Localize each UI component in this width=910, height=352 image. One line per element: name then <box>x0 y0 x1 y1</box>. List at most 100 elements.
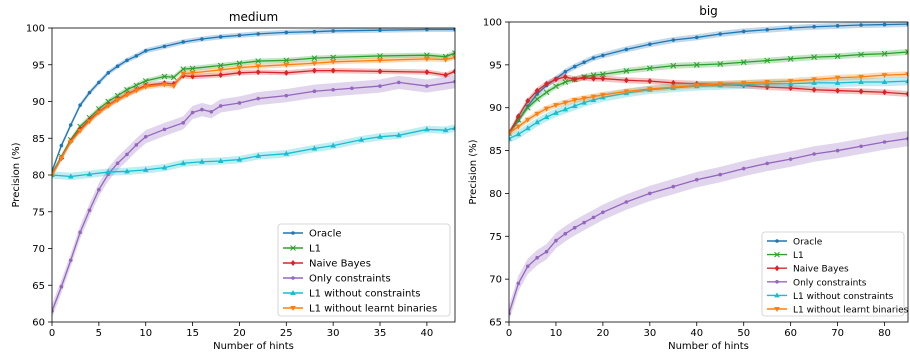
y-tick-label: 70 <box>32 244 45 255</box>
data-point <box>534 87 540 94</box>
legend-marker <box>290 306 296 311</box>
data-point <box>142 78 149 84</box>
series-l1-without-learnt-binaries <box>509 71 908 137</box>
data-point <box>350 86 354 91</box>
data-point <box>581 74 587 81</box>
data-point <box>311 61 318 67</box>
series-only-constraints <box>509 130 908 322</box>
series-only-constraints <box>52 75 455 318</box>
x-tick-label: 35 <box>374 328 387 339</box>
data-point <box>859 144 863 149</box>
data-point <box>554 238 558 243</box>
data-point <box>534 111 540 117</box>
data-point <box>284 93 289 98</box>
data-point <box>881 73 888 79</box>
x-tick-label: 0 <box>49 328 55 339</box>
data-point <box>858 79 864 84</box>
data-point <box>200 107 204 112</box>
data-point <box>330 54 337 61</box>
data-point <box>572 225 577 230</box>
data-point <box>124 86 130 93</box>
data-point <box>563 69 568 74</box>
data-point <box>581 99 587 105</box>
data-point <box>425 28 429 32</box>
data-point <box>858 88 864 95</box>
data-point <box>811 86 817 93</box>
data-point <box>515 124 522 130</box>
data-point <box>125 152 129 157</box>
series-oracle <box>509 22 908 137</box>
data-point <box>283 62 290 68</box>
y-tick-label: 95 <box>32 60 45 71</box>
data-point <box>283 150 290 156</box>
data-point <box>255 58 262 64</box>
data-point <box>623 77 629 84</box>
data-point <box>143 48 148 53</box>
data-point <box>125 58 129 63</box>
data-point <box>115 161 120 166</box>
series-line <box>509 23 908 134</box>
data-point <box>396 80 401 85</box>
x-tick-label: 60 <box>784 328 797 339</box>
data-point <box>905 72 908 78</box>
data-point <box>58 156 65 162</box>
y-tick-label: 80 <box>32 171 45 182</box>
data-point <box>67 173 74 179</box>
data-point <box>647 78 653 85</box>
data-point <box>424 56 430 62</box>
y-tick-label: 100 <box>483 18 502 29</box>
data-point <box>515 131 522 137</box>
data-point <box>905 49 908 55</box>
x-axis-label: Number of hints <box>213 341 294 352</box>
data-point <box>78 230 82 235</box>
data-point <box>78 103 82 107</box>
data-point <box>535 255 539 260</box>
data-point <box>425 84 429 88</box>
x-tick-label: 25 <box>280 328 293 339</box>
x-tick-label: 0 <box>506 328 512 339</box>
data-point <box>237 33 242 38</box>
data-point <box>378 28 382 33</box>
legend-label: Oracle <box>793 238 823 248</box>
data-point <box>442 57 449 63</box>
legend-item: L1 without learnt binaries <box>767 306 909 316</box>
data-point <box>671 184 676 189</box>
data-point <box>424 69 430 76</box>
legend-item: L1 without constraints <box>767 292 894 302</box>
data-point <box>906 136 908 141</box>
x-tick-label: 50 <box>737 328 750 339</box>
data-point <box>209 109 214 114</box>
legend-item: L1 without learnt binaries <box>283 304 437 315</box>
x-tick-label: 30 <box>643 328 656 339</box>
data-point <box>199 158 205 164</box>
x-tick-label: 10 <box>550 328 563 339</box>
data-point <box>764 80 770 85</box>
data-point <box>600 75 606 82</box>
data-point <box>834 53 841 60</box>
data-point <box>718 172 723 177</box>
y-tick-label: 70 <box>489 275 502 286</box>
data-point <box>255 69 261 76</box>
data-point <box>134 143 139 147</box>
data-point <box>200 37 204 41</box>
data-point <box>670 62 677 69</box>
data-point <box>377 68 383 75</box>
data-point <box>256 32 260 36</box>
y-tick-label: 90 <box>32 97 45 108</box>
data-point <box>788 85 794 91</box>
data-point <box>86 171 93 177</box>
data-point <box>882 89 888 96</box>
data-point <box>624 200 629 204</box>
data-point <box>59 143 64 148</box>
legend-item: Only constraints <box>283 274 391 285</box>
data-point <box>284 30 289 35</box>
data-point <box>516 281 521 286</box>
data-point <box>553 76 559 83</box>
data-point <box>811 77 817 83</box>
data-point <box>563 231 568 236</box>
data-point <box>581 96 587 102</box>
data-point <box>312 29 317 34</box>
series-band <box>509 130 908 322</box>
data-point <box>600 92 606 98</box>
data-point <box>882 140 887 144</box>
